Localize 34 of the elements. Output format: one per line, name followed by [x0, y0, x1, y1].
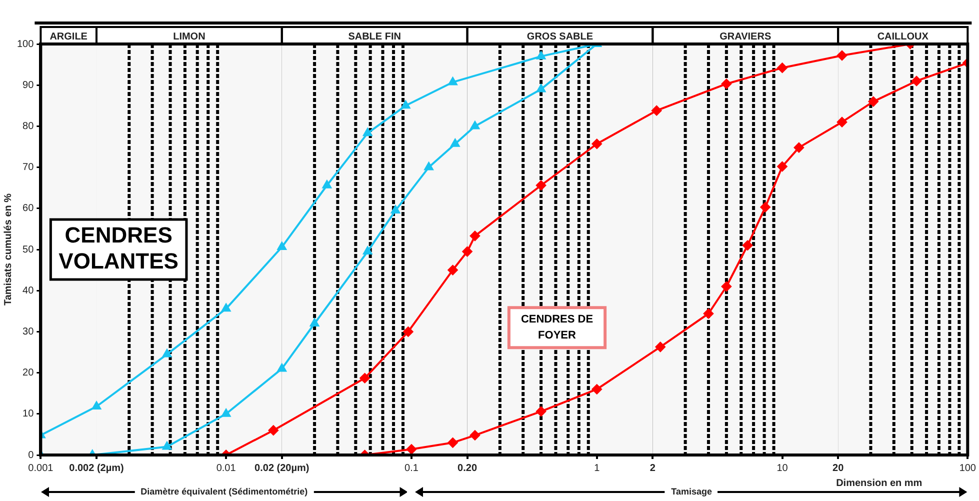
- x-tick-label: 2: [650, 462, 656, 474]
- x-tick-label: 1: [594, 462, 600, 474]
- band-label: GROS SABLE: [526, 31, 594, 42]
- band-label: ARGILE: [50, 31, 88, 42]
- y-axis-title: Tamisats cumulés en %: [2, 193, 14, 306]
- x-axis-title: Dimension en mm: [836, 478, 922, 489]
- text: Tamisage: [671, 486, 712, 496]
- x-tick-label: 0.01: [216, 462, 236, 474]
- x-tick-label: 0.02 (20µm): [254, 462, 310, 474]
- y-tick-label: 0: [28, 450, 34, 461]
- y-tick-label: 100: [16, 38, 34, 50]
- x-tick-label: 0.002 (2µm): [69, 462, 124, 474]
- y-tick-label: 40: [22, 285, 34, 296]
- band-label: SABLE FIN: [348, 31, 401, 42]
- y-tick-label: 90: [22, 80, 34, 91]
- x-tick-label: 100: [959, 462, 976, 474]
- annotation: CENDRES DE FOYER: [520, 314, 594, 342]
- band-label: LIMON: [173, 31, 206, 42]
- y-tick-label: 70: [22, 162, 34, 174]
- x-tick-label: 0.001: [28, 462, 54, 474]
- band-label: CAILLOUX: [877, 31, 929, 42]
- y-tick-label: 10: [22, 408, 34, 420]
- x-tick-label: 10: [776, 462, 788, 474]
- y-tick-label: 60: [22, 203, 34, 214]
- band-label: GRAVIERS: [720, 31, 772, 42]
- y-tick-label: 80: [22, 120, 34, 132]
- x-tick-label: 0.20: [458, 462, 478, 474]
- text: Diamètre équivalent (Sédimentométrie): [140, 486, 308, 496]
- x-tick-label: 20: [832, 462, 844, 474]
- y-tick-label: 20: [22, 368, 34, 379]
- annotation: CENDRES VOLANTES: [58, 222, 178, 274]
- x-tick-label: 0.1: [404, 462, 419, 474]
- y-tick-label: 50: [22, 244, 34, 256]
- y-tick-label: 30: [22, 326, 34, 338]
